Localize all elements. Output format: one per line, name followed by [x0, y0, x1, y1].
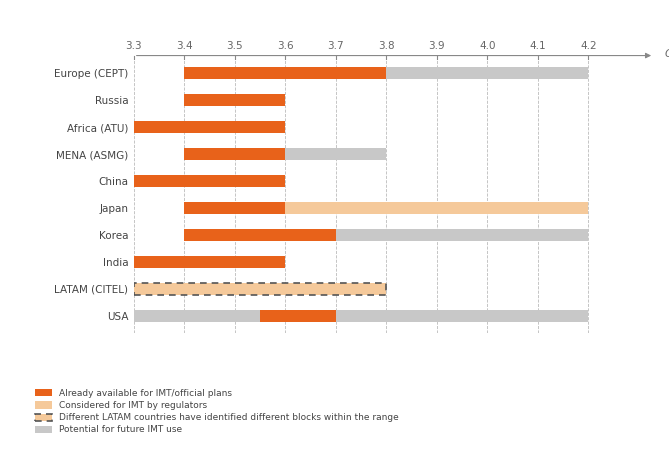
Text: 3.8: 3.8	[378, 41, 395, 51]
Text: 4.0: 4.0	[479, 41, 496, 51]
Bar	[285, 148, 386, 160]
Text: 3.5: 3.5	[227, 41, 243, 51]
Bar	[134, 310, 588, 322]
Bar	[134, 121, 285, 133]
Bar	[134, 256, 285, 268]
Bar	[184, 94, 285, 106]
Text: GHz: GHz	[664, 49, 669, 59]
Text: 3.7: 3.7	[328, 41, 344, 51]
Bar	[336, 229, 588, 241]
Bar	[184, 229, 336, 241]
Text: 3.9: 3.9	[429, 41, 445, 51]
Bar	[134, 175, 285, 187]
Bar	[386, 67, 588, 79]
Bar	[260, 310, 336, 322]
Bar	[134, 283, 386, 295]
Text: 3.3: 3.3	[126, 41, 142, 51]
Text: 3.4: 3.4	[176, 41, 193, 51]
Bar	[184, 148, 285, 160]
Bar	[184, 67, 386, 79]
Text: 4.1: 4.1	[529, 41, 546, 51]
Legend: Already available for IMT/official plans, Considered for IMT by regulators, Diff: Already available for IMT/official plans…	[35, 389, 399, 434]
Text: 3.6: 3.6	[277, 41, 294, 51]
Bar	[285, 202, 588, 214]
Bar	[184, 202, 285, 214]
Text: 4.2: 4.2	[580, 41, 597, 51]
Bar	[134, 283, 386, 295]
